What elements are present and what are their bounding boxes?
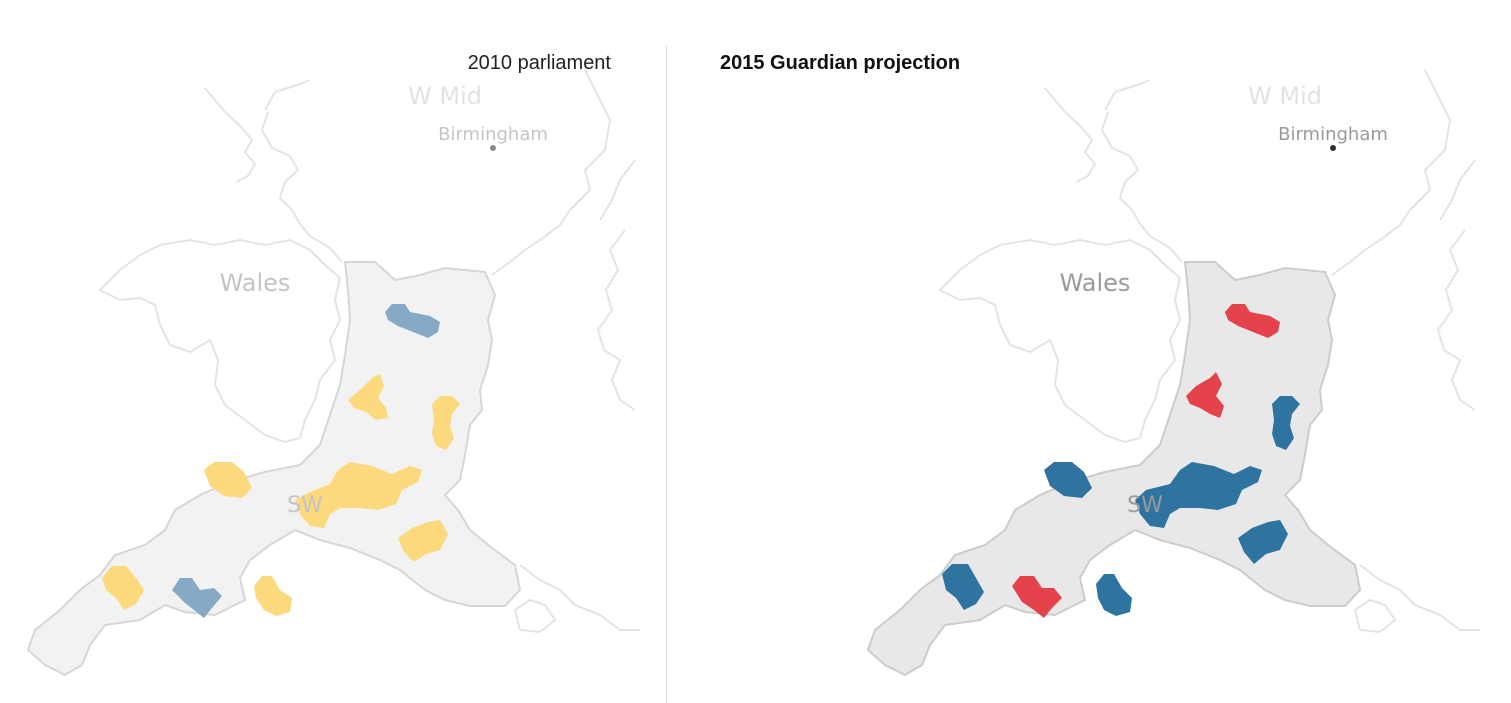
label-birmingham: Birmingham [1278, 124, 1388, 145]
neighbour-region-outlines [98, 69, 640, 634]
hex-map-2015: W Mid Birmingham Wales SW [866, 69, 1480, 677]
label-birmingham: Birmingham [438, 124, 548, 145]
label-w-mid: W Mid [408, 82, 482, 110]
seat-cluster-con-south [172, 578, 222, 618]
seat-clusters-conservative [942, 396, 1300, 616]
panel-divider [666, 46, 667, 703]
seat-clusters-libdem [102, 374, 460, 616]
sw-region-area [866, 261, 1362, 677]
birmingham-dot [1330, 145, 1336, 151]
seat-cluster-con-north [385, 304, 440, 338]
map-panel-2015: W Mid Birmingham Wales SW [840, 0, 1506, 703]
map-panel-2010: W Mid Birmingham Wales SW [0, 0, 666, 703]
birmingham-dot [490, 145, 496, 151]
neighbour-region-outlines [938, 69, 1480, 634]
label-sw: SW [287, 493, 323, 518]
hex-map-2010: W Mid Birmingham Wales SW [26, 69, 640, 677]
seat-clusters-labour [1012, 304, 1280, 618]
label-sw: SW [1127, 493, 1163, 518]
label-w-mid: W Mid [1248, 82, 1322, 110]
label-wales: Wales [220, 269, 291, 297]
panel-title-2010: 2010 parliament [467, 52, 611, 74]
panel-title-2015: 2015 Guardian projection [720, 52, 961, 74]
sw-region-area [26, 261, 522, 677]
label-wales: Wales [1060, 269, 1131, 297]
